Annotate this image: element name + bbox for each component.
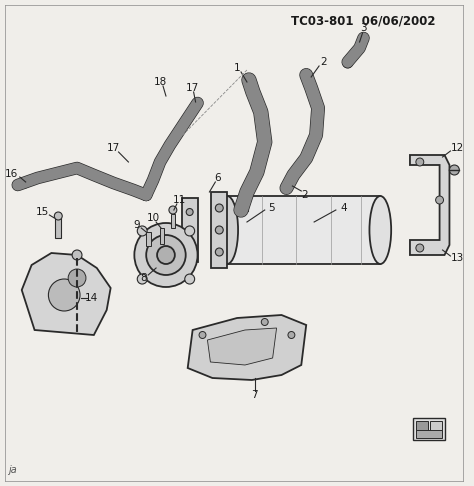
Circle shape [215, 248, 223, 256]
Bar [416, 421, 428, 431]
Circle shape [137, 226, 147, 236]
Text: 1: 1 [234, 63, 240, 73]
Circle shape [449, 165, 459, 175]
Ellipse shape [369, 196, 391, 264]
Circle shape [55, 212, 62, 220]
Bar [238, 204, 248, 211]
Circle shape [157, 246, 175, 264]
Text: 12: 12 [451, 143, 464, 153]
Bar [211, 192, 227, 268]
Circle shape [215, 204, 223, 212]
Circle shape [416, 158, 424, 166]
Circle shape [261, 318, 268, 326]
Ellipse shape [216, 196, 238, 264]
Bar [416, 430, 442, 438]
Circle shape [185, 226, 195, 236]
Circle shape [134, 223, 198, 287]
Text: 2: 2 [301, 190, 308, 200]
Circle shape [185, 274, 195, 284]
Bar [430, 421, 442, 431]
Bar [227, 196, 380, 264]
Circle shape [137, 274, 147, 284]
Bar [171, 214, 175, 228]
Text: 9: 9 [133, 220, 140, 230]
Text: 10: 10 [146, 213, 160, 223]
Circle shape [72, 250, 82, 260]
Bar [55, 218, 61, 238]
Text: 3: 3 [360, 23, 367, 33]
Text: 14: 14 [85, 293, 99, 303]
Circle shape [215, 226, 223, 234]
Bar [182, 198, 198, 262]
Circle shape [288, 331, 295, 339]
Circle shape [186, 208, 193, 215]
Text: 4: 4 [340, 203, 347, 213]
Polygon shape [188, 315, 306, 380]
Circle shape [343, 58, 353, 68]
Bar [160, 228, 164, 244]
Text: 2: 2 [321, 57, 328, 67]
Text: 17: 17 [186, 83, 199, 93]
Text: 7: 7 [252, 390, 258, 400]
Circle shape [68, 269, 86, 287]
Circle shape [283, 181, 292, 191]
Circle shape [141, 190, 151, 200]
Bar [246, 81, 256, 88]
Text: 8: 8 [140, 273, 146, 283]
Circle shape [416, 244, 424, 252]
Circle shape [191, 99, 201, 109]
Text: 18: 18 [154, 77, 167, 87]
Text: 13: 13 [451, 253, 464, 263]
Circle shape [436, 196, 444, 204]
Text: 15: 15 [36, 207, 49, 217]
Bar [413, 418, 445, 440]
Circle shape [303, 75, 313, 85]
Polygon shape [208, 328, 277, 365]
Text: 17: 17 [107, 143, 120, 153]
Polygon shape [22, 253, 110, 335]
Text: 11: 11 [173, 195, 186, 205]
Circle shape [20, 178, 30, 188]
Circle shape [199, 331, 206, 339]
Text: 5: 5 [268, 203, 275, 213]
Text: 16: 16 [5, 169, 18, 179]
Circle shape [146, 235, 186, 275]
Text: TC03-801  06/06/2002: TC03-801 06/06/2002 [292, 14, 436, 27]
Circle shape [186, 244, 193, 251]
Polygon shape [410, 155, 449, 255]
Circle shape [48, 279, 80, 311]
Text: 6: 6 [214, 173, 220, 183]
Circle shape [169, 206, 177, 214]
Text: ja: ja [8, 465, 17, 475]
Bar [146, 232, 151, 246]
